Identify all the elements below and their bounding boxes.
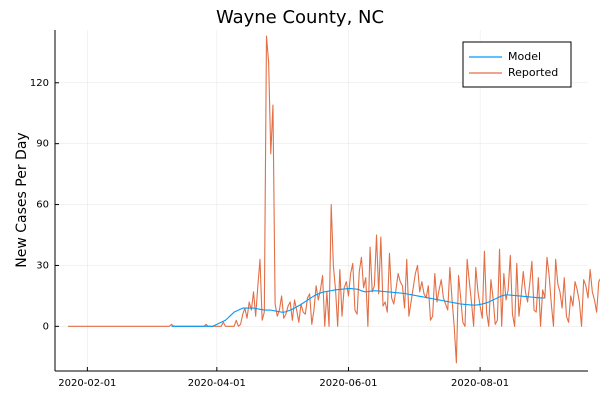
x-tick-label: 2020-06-01 (319, 378, 377, 389)
chart-title: Wayne County, NC (216, 7, 384, 28)
legend-label-model: Model (508, 50, 541, 63)
y-tick-label: 30 (36, 260, 49, 271)
plot-area (67, 35, 600, 364)
y-axis-label: New Cases Per Day (14, 132, 30, 267)
y-tick-label: 90 (36, 139, 49, 150)
series-line-model (171, 288, 545, 327)
y-tick-label: 60 (36, 200, 49, 211)
ticks: 0 30 60 90 120 2020-02-01 2020-04-01 2020-06-01… (30, 78, 509, 389)
x-tick-label: 2020-02-01 (58, 378, 116, 389)
y-tick-label: 0 (43, 321, 49, 332)
grid (55, 30, 588, 371)
series-line-reported (67, 35, 600, 364)
y-tick-label: 120 (30, 78, 49, 89)
axes (54, 30, 588, 372)
x-tick-label: 2020-04-01 (188, 378, 246, 389)
legend-box (462, 41, 572, 88)
legend: Model Reported (462, 41, 572, 88)
legend-label-reported: Reported (508, 66, 558, 79)
x-tick-label: 2020-08-01 (451, 378, 509, 389)
